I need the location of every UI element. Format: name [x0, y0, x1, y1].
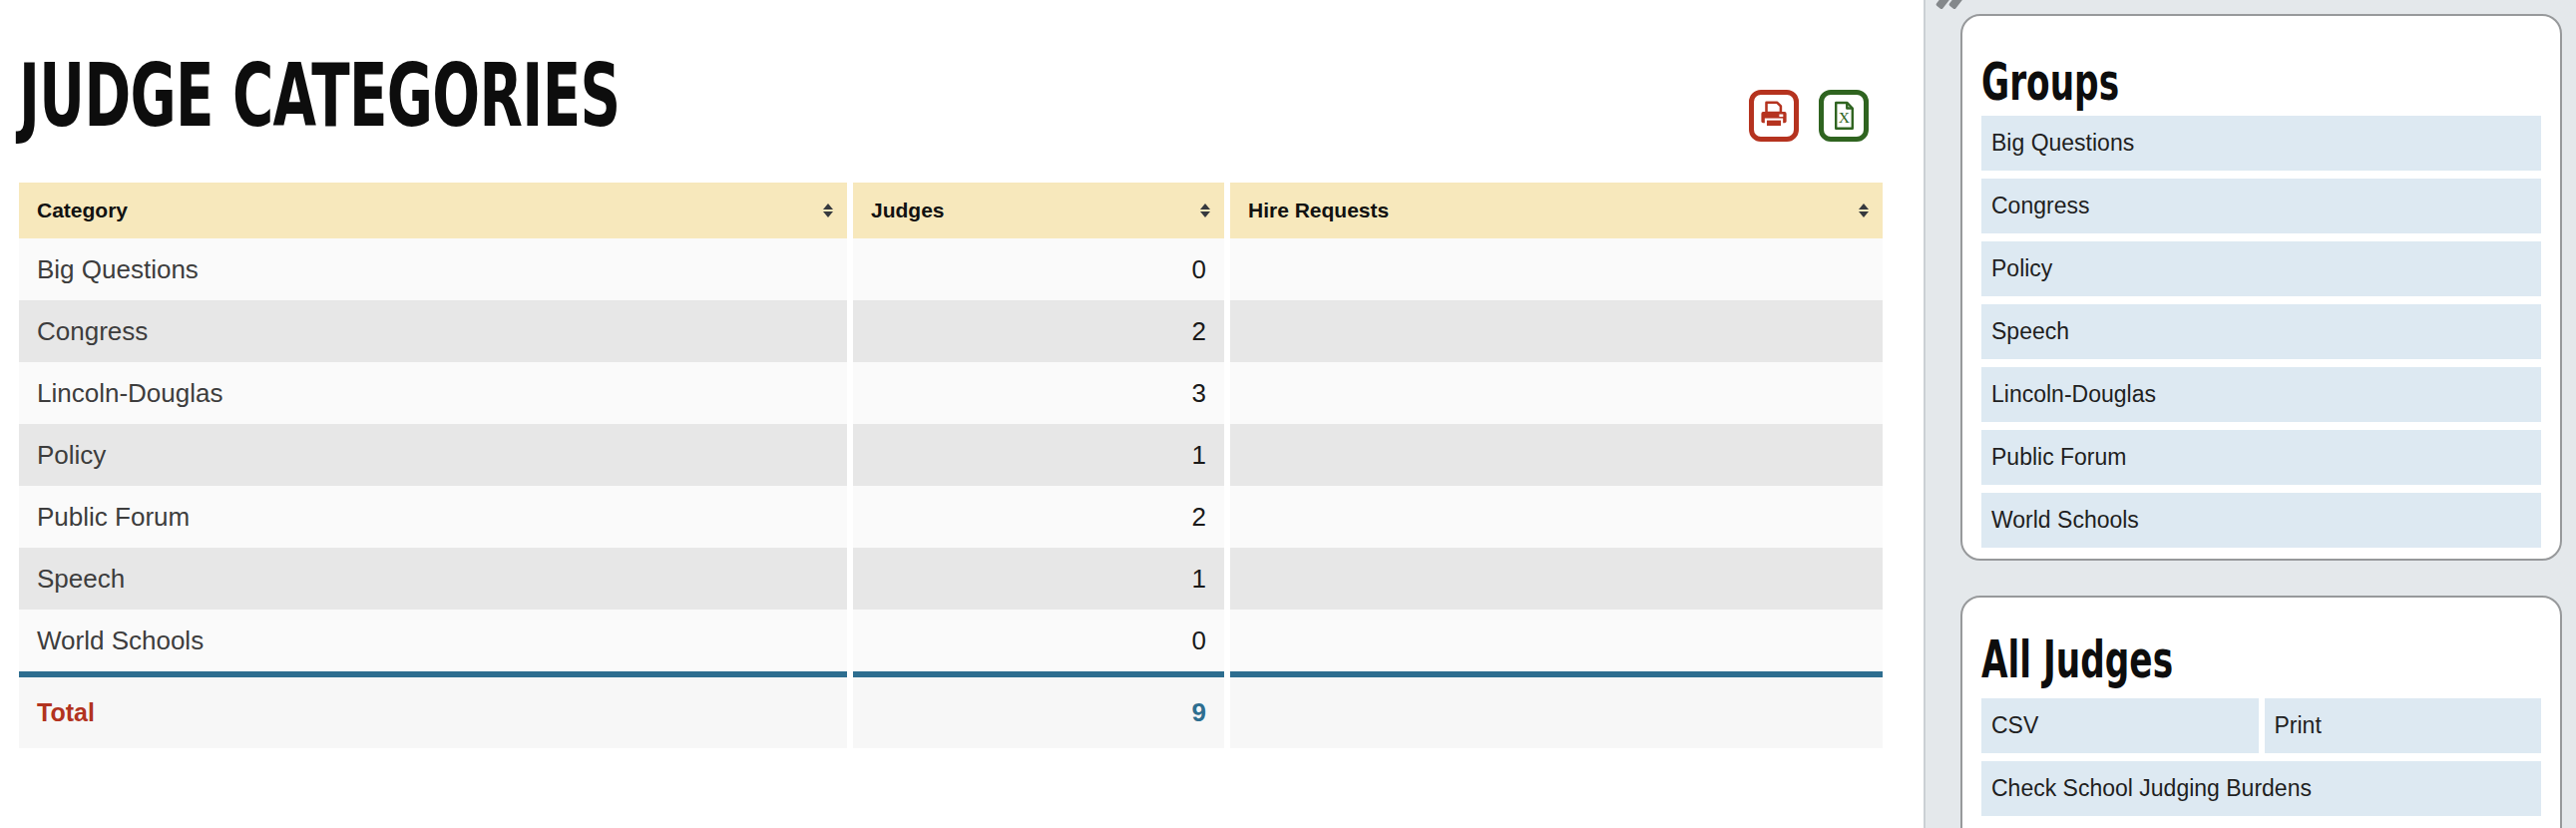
judges-count-cell: 3 [853, 362, 1224, 424]
judges-count-cell: 1 [853, 424, 1224, 486]
groups-panel-title: Groups [1981, 56, 2351, 108]
judges-count-cell: 2 [853, 300, 1224, 362]
sidebar-item-congress[interactable]: Congress [1981, 179, 2541, 233]
total-label: Total [19, 677, 847, 748]
main-content: JUDGE CATEGORIES X [0, 0, 1924, 828]
column-label: Category [37, 199, 128, 222]
total-hire-requests [1230, 677, 1883, 748]
hire-requests-cell [1230, 300, 1883, 362]
excel-export-button[interactable]: X [1819, 90, 1869, 142]
judges-count-cell: 0 [853, 610, 1224, 671]
column-header-hire-requests[interactable]: Hire Requests [1230, 183, 1883, 238]
csv-button[interactable]: CSV [1981, 698, 2259, 753]
check-school-judging-burdens-button[interactable]: Check School Judging Burdens [1981, 761, 2541, 816]
judge-categories-table: Category Judges Hire Requests Big Quest [19, 183, 1883, 748]
sidebar-item-public-forum[interactable]: Public Forum [1981, 430, 2541, 485]
page-title: JUDGE CATEGORIES [19, 52, 620, 140]
column-label: Judges [871, 199, 945, 222]
column-header-category[interactable]: Category [19, 183, 847, 238]
hire-requests-cell [1230, 362, 1883, 424]
category-cell[interactable]: Public Forum [19, 486, 847, 548]
all-judges-panel-title: All Judges [1981, 633, 2351, 685]
category-cell[interactable]: Policy [19, 424, 847, 486]
table-row[interactable]: Speech 1 [19, 548, 1883, 610]
sidebar-item-policy[interactable]: Policy [1981, 241, 2541, 296]
sidebar-item-speech[interactable]: Speech [1981, 304, 2541, 359]
sidebar-item-big-questions[interactable]: Big Questions [1981, 116, 2541, 171]
svg-text:X: X [1839, 109, 1850, 126]
excel-file-icon: X [1827, 99, 1861, 133]
printer-icon [1756, 98, 1792, 134]
sort-icon [1859, 204, 1869, 217]
table-row[interactable]: Public Forum 2 [19, 486, 1883, 548]
all-judges-actions: CSV Print [1981, 698, 2541, 753]
hire-requests-cell [1230, 238, 1883, 300]
chevron-icon [1948, 0, 1964, 10]
table-row[interactable]: Policy 1 [19, 424, 1883, 486]
sidebar-item-lincoln-douglas[interactable]: Lincoln-Douglas [1981, 367, 2541, 422]
sidebar: Groups Big Questions Congress Policy Spe… [1924, 0, 2576, 828]
category-cell[interactable]: Speech [19, 548, 847, 610]
sort-icon [823, 204, 833, 217]
total-judges-count: 9 [853, 677, 1224, 748]
column-label: Hire Requests [1248, 199, 1389, 222]
judges-count-cell: 1 [853, 548, 1224, 610]
table-row[interactable]: Big Questions 0 [19, 238, 1883, 300]
groups-panel: Groups Big Questions Congress Policy Spe… [1960, 14, 2562, 561]
sidebar-collapse-handle[interactable] [1939, 0, 1960, 9]
category-cell[interactable]: World Schools [19, 610, 847, 671]
category-cell[interactable]: Lincoln-Douglas [19, 362, 847, 424]
table-row[interactable]: Congress 2 [19, 300, 1883, 362]
total-row: Total 9 [19, 677, 1883, 748]
sidebar-item-world-schools[interactable]: World Schools [1981, 493, 2541, 548]
table-body: Big Questions 0 Congress 2 Lincoln-Dougl… [19, 238, 1883, 671]
toolbar: X [1749, 90, 1869, 142]
judges-count-cell: 0 [853, 238, 1224, 300]
column-header-judges[interactable]: Judges [853, 183, 1224, 238]
judges-count-cell: 2 [853, 486, 1224, 548]
table-header: Category Judges Hire Requests [19, 183, 1883, 238]
judge-categories-screen: JUDGE CATEGORIES X [0, 0, 2576, 828]
print-button[interactable] [1749, 90, 1799, 142]
hire-requests-cell [1230, 424, 1883, 486]
hire-requests-cell [1230, 486, 1883, 548]
sort-icon [1200, 204, 1210, 217]
table-row[interactable]: Lincoln-Douglas 3 [19, 362, 1883, 424]
table-row[interactable]: World Schools 0 [19, 610, 1883, 671]
hire-requests-cell [1230, 610, 1883, 671]
table-footer: Total 9 [19, 677, 1883, 748]
category-cell[interactable]: Congress [19, 300, 847, 362]
all-judges-panel: All Judges CSV Print Check School Judgin… [1960, 596, 2562, 828]
groups-list: Big Questions Congress Policy Speech Lin… [1981, 116, 2541, 548]
category-cell[interactable]: Big Questions [19, 238, 847, 300]
print-list-button[interactable]: Print [2265, 698, 2542, 753]
hire-requests-cell [1230, 548, 1883, 610]
